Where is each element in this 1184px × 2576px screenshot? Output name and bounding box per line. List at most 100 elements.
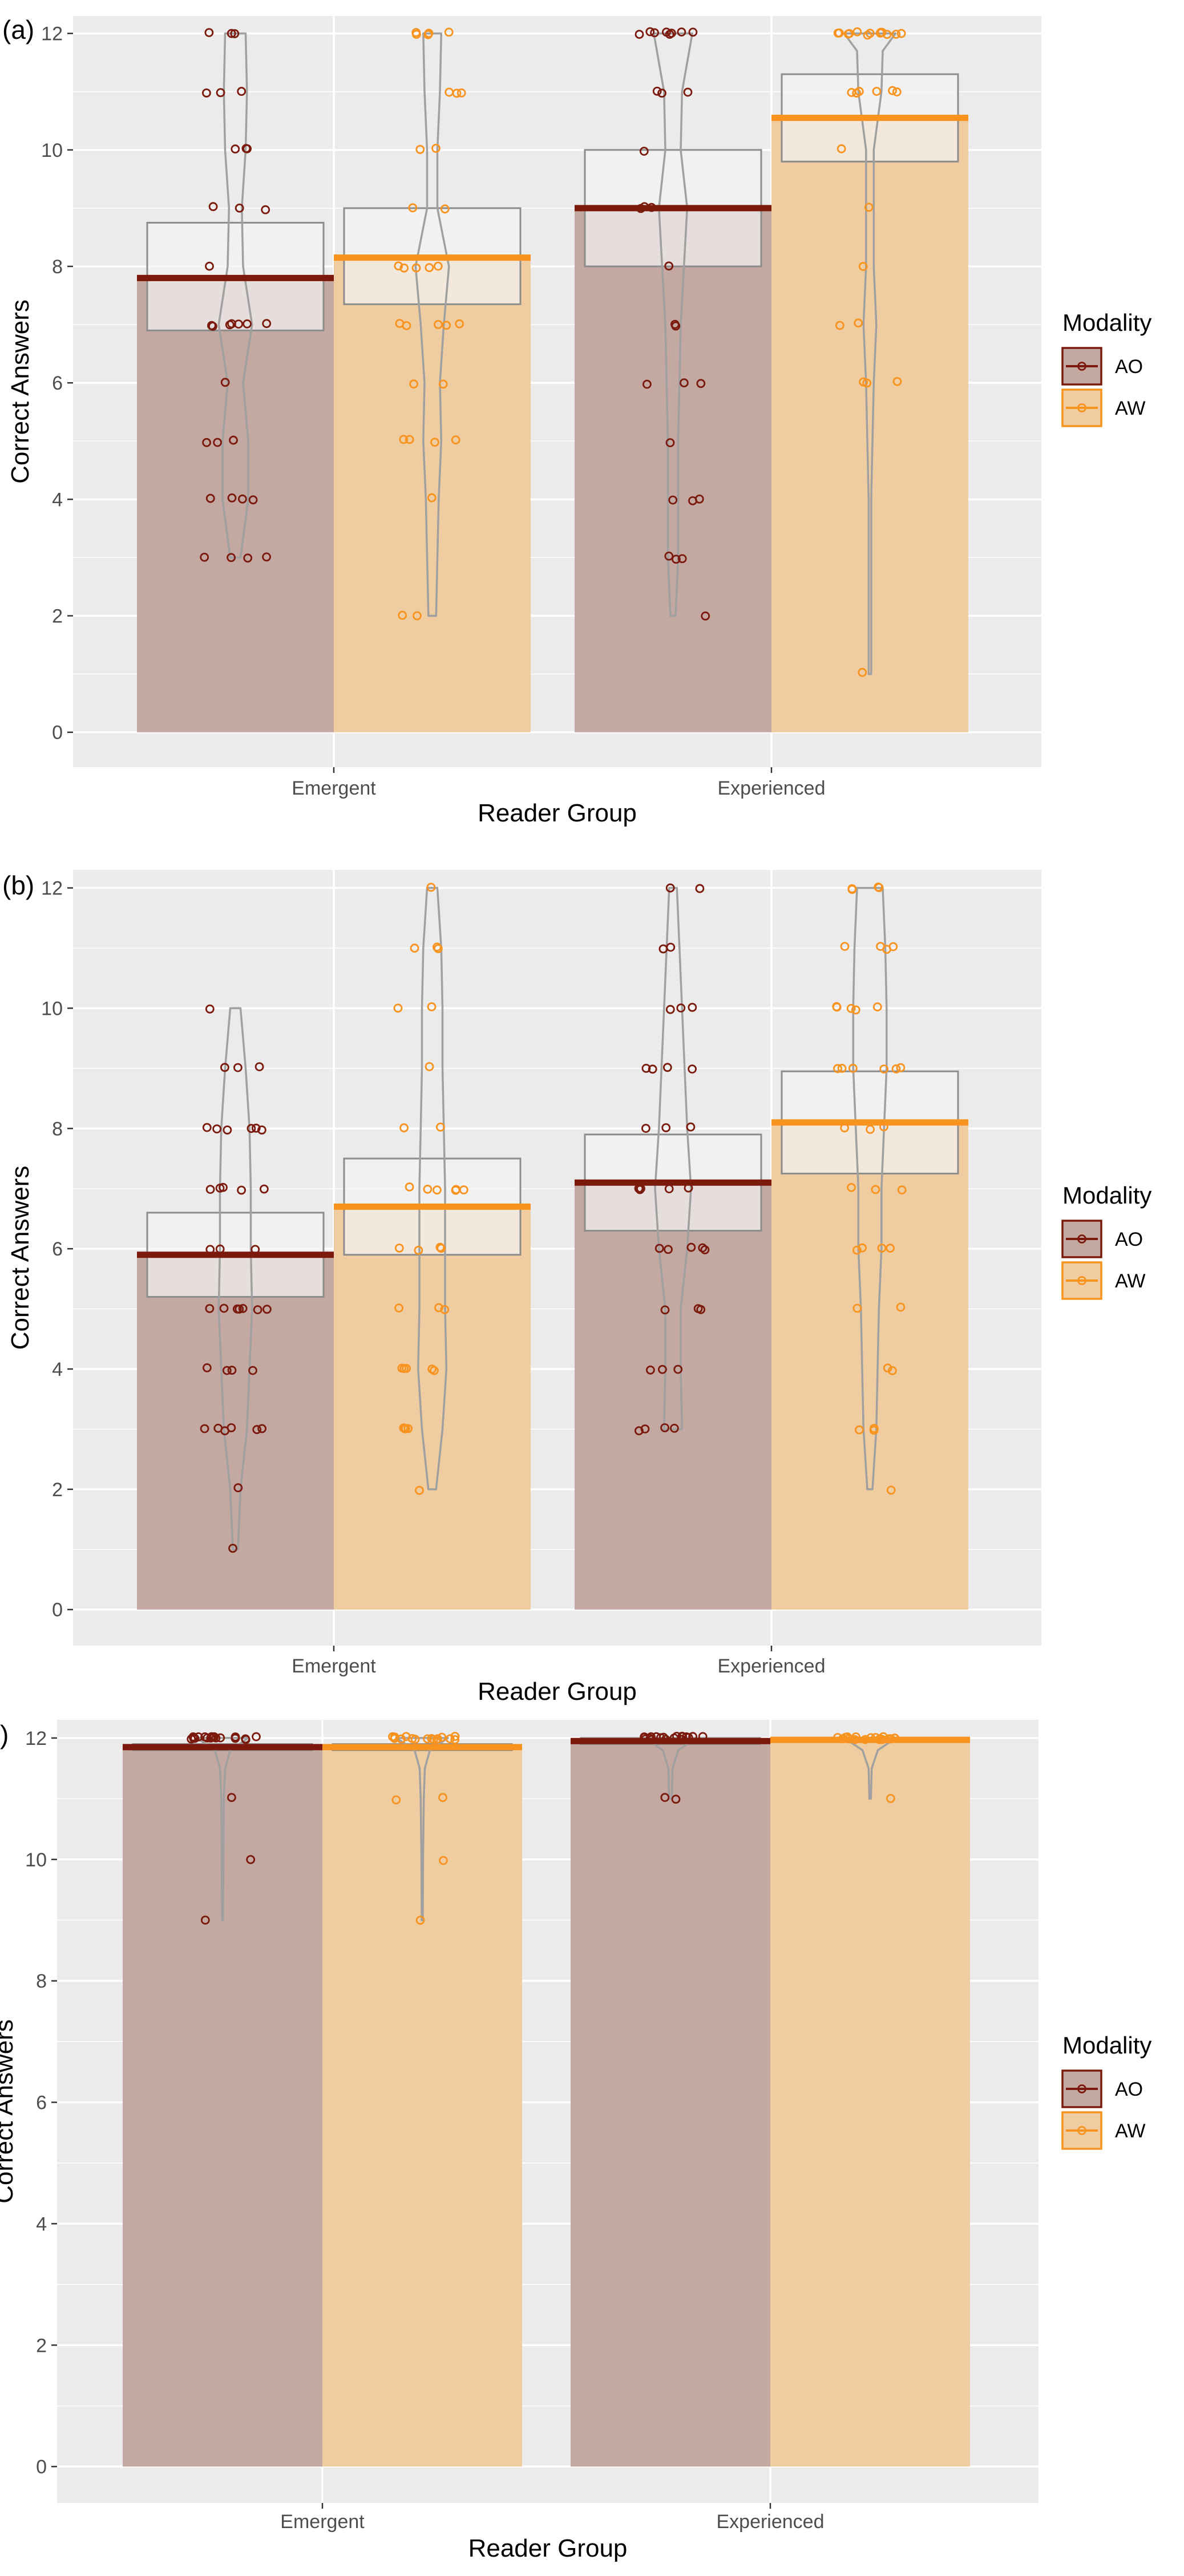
data-point [412,30,421,39]
y-axis-title: Correct Answers [6,299,34,484]
data-point [251,1123,261,1133]
data-point [243,144,252,153]
data-point [855,1425,864,1435]
panel-label: (a) [2,15,34,44]
data-point [241,1735,250,1744]
data-point [648,1064,657,1074]
data-point [639,147,649,156]
legend-label-ao: AO [1115,1229,1143,1250]
data-point [652,86,662,96]
data-point [641,1124,650,1133]
data-point [413,611,422,621]
data-point [200,553,209,562]
violin-outline [843,32,897,675]
data-point [840,942,850,951]
y-tick-label: 12 [41,23,63,45]
data-point [886,1793,895,1803]
data-point [877,27,887,37]
data-point [439,1856,448,1865]
data-point [445,1734,455,1744]
x-tick-label-emergent: Emergent [280,2511,365,2533]
data-point [414,1245,423,1255]
data-point [434,944,443,953]
data-point [437,1732,447,1742]
legend-label-aw: AW [1115,398,1146,419]
data-point [438,379,448,389]
data-point [852,1303,862,1313]
data-point [670,319,680,329]
data-point [642,379,652,389]
chart-panel-2: 0 2 4 6 8 10 12 Emergent Experienced Reader Group… [2,870,1151,1706]
y-tick-label: 4 [52,489,63,511]
data-point [394,1303,403,1313]
y-tick-label: 10 [41,998,63,1019]
data-point [423,1184,433,1194]
y-tick-label: 8 [52,1118,63,1140]
y-tick-label: 0 [52,1599,63,1621]
data-point [677,27,686,37]
data-point [430,438,439,447]
data-point [247,1124,256,1133]
bar-aw-experienced [771,1122,968,1610]
y-tick-label: 8 [52,256,63,278]
y-tick-label: 6 [36,2092,47,2114]
data-point [665,1005,675,1014]
data-point [204,28,214,37]
data-point [202,438,212,447]
data-point [665,30,674,39]
data-point [436,1123,445,1132]
data-point [227,1366,237,1375]
data-point [695,884,705,893]
data-point [872,87,882,96]
data-point [238,1303,248,1313]
data-point [425,263,434,273]
data-point [872,1002,882,1012]
data-point [658,1364,667,1374]
data-point [896,29,906,38]
data-point [671,1795,681,1804]
data-point [442,321,451,330]
data-point [409,379,418,389]
data-point [219,1182,228,1192]
data-point [672,554,681,564]
data-point [883,1363,892,1373]
data-point [433,261,443,271]
data-point [858,262,868,272]
data-point [399,1123,409,1133]
data-point [847,884,857,893]
data-point [635,1185,645,1194]
data-point [661,1123,671,1132]
x-tick-label-experienced: Experienced [716,2511,824,2533]
data-point [665,438,675,447]
data-point [205,1185,215,1194]
data-point [433,1734,442,1744]
data-point [680,378,689,388]
data-point [227,29,236,38]
data-point [228,1544,237,1553]
data-point [635,30,644,39]
data-point [427,493,437,503]
data-point [450,1735,460,1744]
data-point [399,1364,409,1374]
data-point [220,378,230,387]
data-point [395,319,405,328]
data-point [673,1364,683,1374]
y-tick-label: 4 [52,1359,63,1380]
data-point [660,1305,670,1315]
violin-outline [395,1737,449,1921]
y-tick-label: 10 [41,140,63,161]
data-point [660,1793,670,1803]
violin-outline [654,886,692,1431]
data-point [201,88,211,98]
data-point [688,27,698,37]
x-tick-label-emergent: Emergent [292,1655,376,1677]
data-point [879,1064,889,1074]
data-point [440,1305,450,1314]
x-tick-label-experienced: Experienced [717,777,825,799]
data-point [686,1242,696,1252]
data-point [843,29,853,39]
data-point [220,1063,229,1072]
data-point [227,1793,236,1803]
y-tick-label: 12 [25,1728,47,1749]
